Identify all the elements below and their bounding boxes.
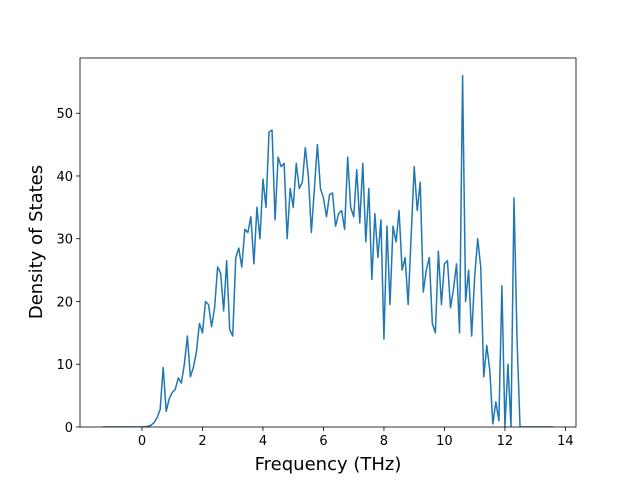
x-tick-label: 6	[319, 434, 327, 449]
data-line	[102, 74, 554, 427]
x-tick-label: 12	[497, 434, 514, 449]
x-tick-label: 4	[259, 434, 267, 449]
x-tick-label: 14	[557, 434, 574, 449]
y-tick-label: 30	[56, 233, 73, 248]
y-tick-label: 0	[65, 421, 73, 436]
plot-frame	[79, 57, 577, 428]
x-tick-label: 8	[380, 434, 388, 449]
x-tick-label: 0	[138, 434, 146, 449]
y-tick-label: 10	[56, 358, 73, 373]
y-axis-label: Density of States	[26, 165, 47, 319]
y-tick-label: 20	[56, 295, 73, 310]
x-tick-label: 2	[198, 434, 206, 449]
y-tick-label: 50	[56, 107, 73, 122]
y-tick-label: 40	[56, 170, 73, 185]
x-tick-label: 10	[436, 434, 453, 449]
x-axis-label: Frequency (THz)	[255, 454, 402, 475]
